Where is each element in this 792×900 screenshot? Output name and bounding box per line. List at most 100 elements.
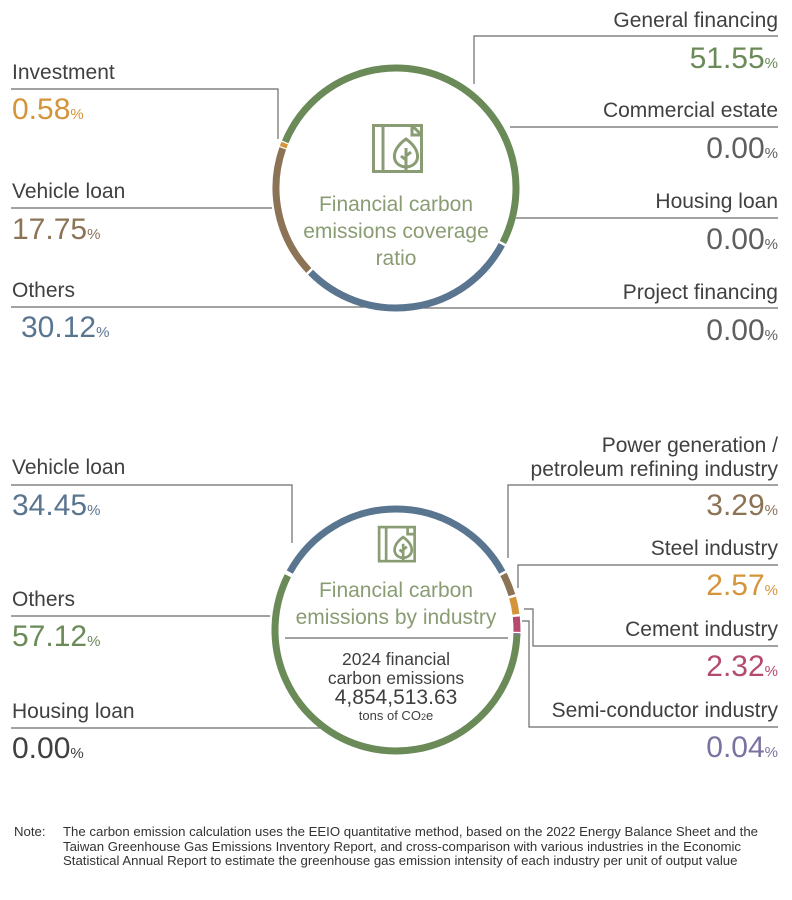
leaf-document-icon <box>372 124 423 173</box>
percent-sign: % <box>764 145 778 162</box>
value-number: 34.45 <box>12 489 88 522</box>
label-project-financing: Project financing <box>622 281 778 304</box>
total-value: 4,854,513.63 <box>334 686 458 709</box>
ring-segment-cement-industry <box>512 616 521 632</box>
value-number: 3.29 <box>706 489 765 522</box>
value-number: 0.04 <box>706 731 765 764</box>
total-unit-pre: tons of CO <box>358 708 421 723</box>
label-housing-loan: Housing loan <box>655 190 778 213</box>
percent-sign: % <box>70 745 84 762</box>
total-label-line1: 2024 financial <box>342 649 450 669</box>
value-housing-loan: 0.00% <box>706 224 778 261</box>
value-number: 51.55 <box>689 42 765 75</box>
value-number: 17.75 <box>12 213 88 246</box>
value-number: 0.58 <box>12 93 71 126</box>
leader-general-financing <box>473 35 778 84</box>
ring-segment-steel-industry <box>509 596 520 615</box>
label-housing-loan-bottom: Housing loan <box>12 700 135 723</box>
top-title-line1: Financial carbon <box>318 193 474 216</box>
ring-segment-power-generation-petroleum-refining-industry <box>500 572 516 597</box>
leader-power <box>507 484 778 558</box>
value-number: 0.00 <box>706 132 765 165</box>
ring-segment-investment <box>279 141 288 149</box>
value-others: 30.12% <box>21 312 109 349</box>
value-number: 0.00 <box>706 223 765 256</box>
value-commercial-estate: 0.00% <box>706 133 778 170</box>
value-steel: 2.57% <box>706 570 778 607</box>
ring-segment-vehicle-loan <box>286 505 506 574</box>
ring-segment-others <box>308 243 505 312</box>
value-vehicle-loan-bottom: 34.45% <box>12 490 100 527</box>
percent-sign: % <box>764 327 778 344</box>
total-emissions: 2024 financial carbon emissions 4,854,51… <box>296 650 496 725</box>
percent-sign: % <box>87 226 101 243</box>
value-others-bottom: 57.12% <box>12 621 100 658</box>
bottom-ring-background <box>273 507 519 753</box>
label-power: Power generation / petroleum refining in… <box>531 434 778 482</box>
percent-sign: % <box>764 744 778 761</box>
note-text: The carbon emission calculation uses the… <box>63 824 758 868</box>
value-cement: 2.32% <box>706 651 778 688</box>
value-number: 30.12 <box>21 311 97 344</box>
note-label: Note: <box>14 824 46 839</box>
bottom-title-line2: emissions by industry <box>295 606 497 629</box>
value-housing-loan-bottom: 0.00% <box>12 733 84 770</box>
label-others-bottom: Others <box>12 588 76 611</box>
percent-sign: % <box>70 106 84 123</box>
label-semi: Semi-conductor industry <box>551 699 778 722</box>
total-label-line2: carbon emissions <box>327 668 465 688</box>
leaf-document-icon-bottom <box>377 525 416 563</box>
value-vehicle-loan: 17.75% <box>12 214 100 251</box>
label-others: Others <box>12 279 76 302</box>
label-general-financing: General financing <box>613 9 778 32</box>
value-number: 0.00 <box>706 314 765 347</box>
total-unit: tons of CO2e <box>296 708 496 725</box>
value-number: 57.12 <box>12 620 88 653</box>
top-title-line3: ratio <box>375 247 417 270</box>
label-commercial-estate: Commercial estate <box>602 99 778 122</box>
bottom-donut-ring <box>271 505 521 755</box>
bottom-leader-lines <box>11 484 778 729</box>
top-leader-lines <box>11 35 778 309</box>
total-unit-post: e <box>425 708 434 723</box>
label-vehicle-loan-bottom: Vehicle loan <box>12 456 126 479</box>
leader-vehicle-loan-bottom <box>11 484 293 543</box>
label-steel: Steel industry <box>650 537 778 560</box>
percent-sign: % <box>764 236 778 253</box>
bottom-title-line1: Financial carbon <box>318 579 474 602</box>
leader-steel <box>517 564 778 588</box>
top-ring-background <box>274 66 518 310</box>
value-project-financing: 0.00% <box>706 315 778 352</box>
bottom-center-title: Financial carbon emissions by industry <box>286 577 506 631</box>
value-investment: 0.58% <box>12 94 84 131</box>
label-power-line1: Power generation / <box>601 434 778 457</box>
top-donut-ring <box>272 64 520 312</box>
value-power: 3.29% <box>706 490 778 527</box>
percent-sign: % <box>764 55 778 72</box>
percent-sign: % <box>764 502 778 519</box>
top-title-line2: emissions coverage <box>303 220 489 243</box>
percent-sign: % <box>87 633 101 650</box>
total-unit-sub: 2 <box>420 712 426 722</box>
leader-cement <box>524 608 778 647</box>
percent-sign: % <box>87 502 101 519</box>
leader-investment <box>11 88 279 139</box>
percent-sign: % <box>764 663 778 680</box>
value-semi: 0.04% <box>706 732 778 769</box>
label-vehicle-loan: Vehicle loan <box>12 180 126 203</box>
label-investment: Investment <box>12 61 115 84</box>
value-number: 0.00 <box>12 732 71 765</box>
ring-segment-vehicle-loan <box>272 147 312 273</box>
leader-semi <box>522 620 778 728</box>
percent-sign: % <box>96 324 110 341</box>
percent-sign: % <box>764 582 778 599</box>
label-power-line2: petroleum refining industry <box>530 458 778 481</box>
value-general-financing: 51.55% <box>690 43 778 80</box>
label-cement: Cement industry <box>625 618 778 641</box>
value-number: 2.57 <box>706 569 765 602</box>
ring-segment-general-financing <box>281 64 520 245</box>
value-number: 2.32 <box>706 650 765 683</box>
ring-segment-others <box>271 574 521 755</box>
top-center-title: Financial carbon emissions coverage rati… <box>286 191 506 272</box>
